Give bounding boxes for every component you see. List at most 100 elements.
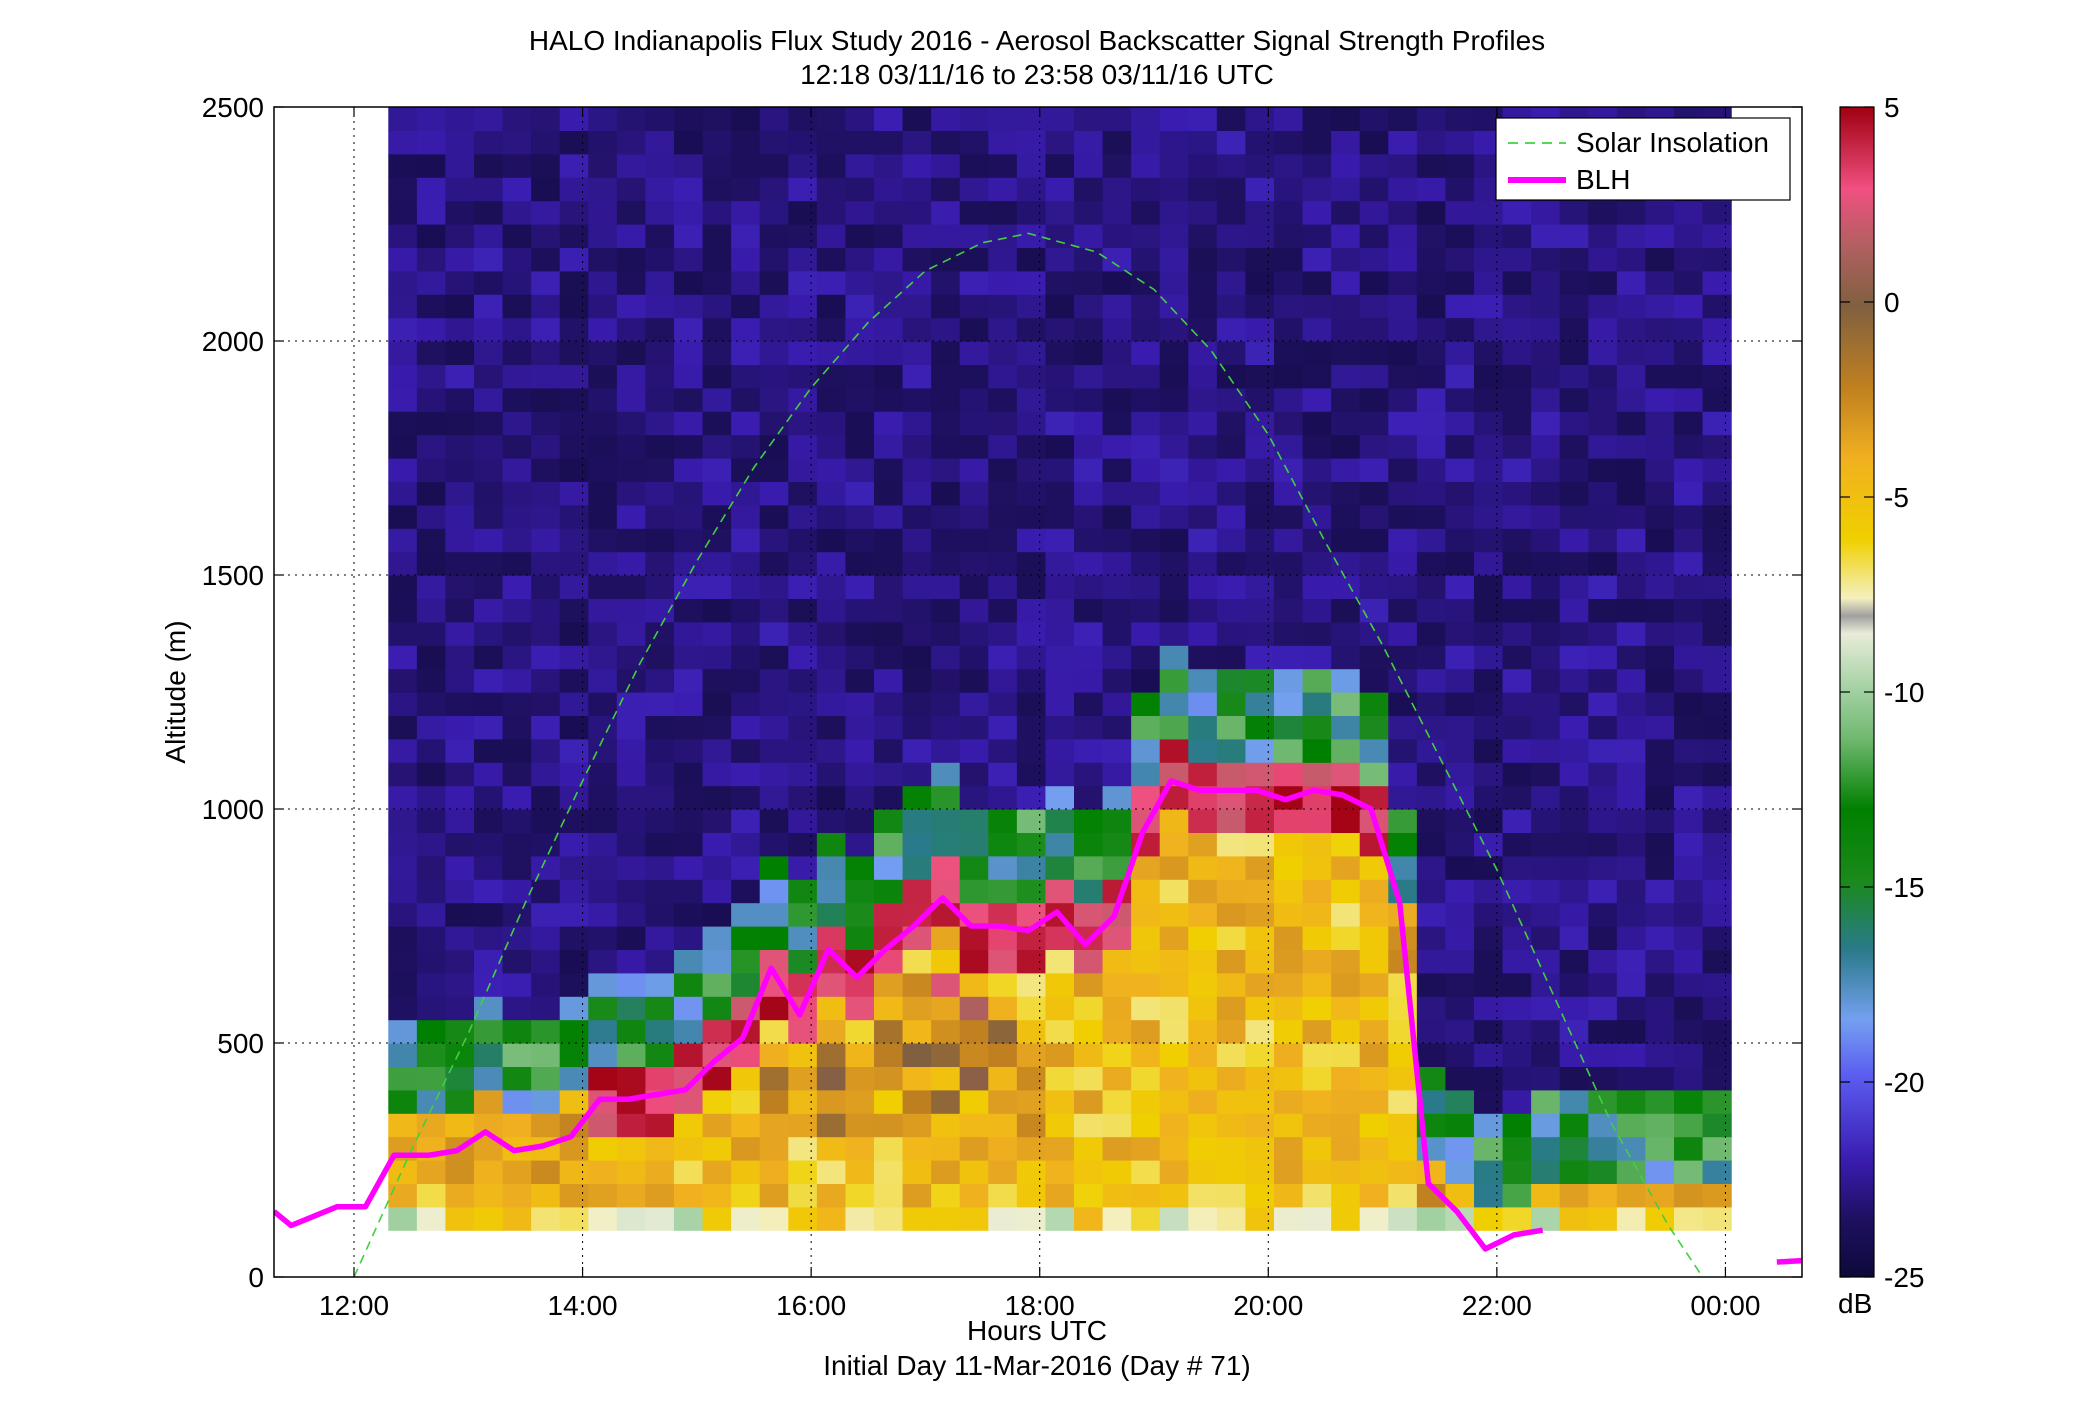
heatmap-cell — [959, 972, 989, 997]
heatmap-cell — [1416, 762, 1447, 787]
heatmap-cell — [674, 387, 704, 412]
heatmap-cell — [1616, 1206, 1647, 1231]
heatmap-cell — [1702, 224, 1732, 248]
heatmap-cell — [502, 1183, 532, 1208]
heatmap-cell — [1616, 972, 1647, 997]
heatmap-cell — [616, 341, 647, 365]
heatmap-cell — [816, 270, 847, 295]
heatmap-cell — [845, 481, 875, 506]
heatmap-cell — [1131, 1183, 1161, 1208]
heatmap-cell — [388, 364, 418, 389]
heatmap-cell — [1216, 247, 1247, 272]
heatmap-cell — [959, 341, 989, 365]
heatmap-cell — [1188, 481, 1218, 506]
heatmap-cell — [1331, 902, 1361, 927]
heatmap-cell — [1559, 972, 1589, 997]
heatmap-cell — [531, 1160, 561, 1184]
heatmap-cell — [1131, 1043, 1161, 1067]
heatmap-cell — [531, 528, 561, 553]
heatmap-cell — [1474, 387, 1504, 412]
heatmap-cell — [788, 949, 818, 974]
heatmap-cell — [1559, 1113, 1589, 1138]
heatmap-cell — [988, 411, 1018, 436]
heatmap-cell — [674, 1019, 704, 1044]
heatmap-cell — [616, 481, 647, 506]
heatmap-cell — [1188, 1043, 1218, 1067]
heatmap-cell — [1531, 1066, 1561, 1091]
heatmap-cell — [1474, 1043, 1504, 1067]
heatmap-cell — [1416, 575, 1447, 599]
blh-line — [1776, 1257, 1802, 1265]
heatmap-cell — [1216, 1043, 1247, 1067]
heatmap-cell — [1245, 832, 1275, 857]
heatmap-cell — [588, 785, 618, 810]
heatmap-cell — [1445, 902, 1475, 927]
heatmap-cell — [1359, 1019, 1389, 1044]
heatmap-cell — [1245, 972, 1275, 997]
heatmap-cell — [1359, 387, 1389, 412]
heatmap-cell — [1045, 434, 1075, 459]
heatmap-cell — [1388, 270, 1418, 295]
heatmap-cell — [1016, 972, 1047, 997]
heatmap-cell — [1331, 1089, 1361, 1114]
heatmap-cell — [1674, 668, 1704, 693]
heatmap-cell — [931, 1183, 961, 1208]
heatmap-cell — [1074, 738, 1104, 763]
heatmap-cell — [616, 200, 647, 225]
heatmap-cell — [759, 481, 789, 506]
heatmap-cell — [1274, 224, 1304, 248]
heatmap-cell — [702, 785, 732, 810]
heatmap-cell — [1588, 715, 1618, 740]
heatmap-cell — [988, 902, 1018, 927]
heatmap-cell — [1045, 107, 1075, 131]
heatmap-cell — [1388, 1089, 1418, 1114]
heatmap-cell — [931, 434, 961, 459]
heatmap-cell — [702, 481, 732, 506]
heatmap-cell — [988, 434, 1018, 459]
heatmap-cell — [559, 317, 589, 342]
heatmap-cell — [1531, 411, 1561, 436]
heatmap-cell — [1245, 364, 1275, 389]
heatmap-cell — [1359, 458, 1389, 482]
heatmap-cell — [816, 621, 847, 646]
heatmap-cell — [702, 434, 732, 459]
heatmap-cell — [845, 1089, 875, 1114]
heatmap-cell — [1359, 434, 1389, 459]
heatmap-cell — [702, 972, 732, 997]
heatmap-cell — [1359, 551, 1389, 576]
heatmap-cell — [874, 809, 904, 833]
y-tick-label: 2500 — [202, 92, 264, 123]
heatmap-cell — [1016, 692, 1047, 716]
heatmap-cell — [674, 200, 704, 225]
heatmap-cell — [902, 153, 932, 178]
heatmap-cell — [1216, 458, 1247, 482]
heatmap-cell — [1302, 317, 1332, 342]
heatmap-cell — [445, 107, 475, 131]
heatmap-cell — [474, 855, 504, 880]
heatmap-cell — [445, 715, 475, 740]
heatmap-cell — [1159, 387, 1189, 412]
heatmap-cell — [1245, 762, 1275, 787]
heatmap-cell — [645, 668, 675, 693]
heatmap-cell — [1188, 1136, 1218, 1161]
heatmap-cell — [502, 762, 532, 787]
heatmap-cell — [959, 621, 989, 646]
heatmap-cell — [1445, 598, 1475, 623]
heatmap-cell — [1302, 364, 1332, 389]
heatmap-cell — [1645, 996, 1675, 1021]
heatmap-cell — [845, 341, 875, 365]
heatmap-cell — [845, 107, 875, 131]
heatmap-cell — [1302, 434, 1332, 459]
heatmap-cell — [1474, 902, 1504, 927]
heatmap-cell — [1616, 762, 1647, 787]
heatmap-cell — [1645, 1136, 1675, 1161]
heatmap-cell — [1331, 575, 1361, 599]
heatmap-cell — [788, 458, 818, 482]
heatmap-cell — [702, 1019, 732, 1044]
heatmap-cell — [1645, 387, 1675, 412]
heatmap-cell — [474, 481, 504, 506]
heatmap-cell — [731, 458, 761, 482]
heatmap-cell — [1674, 598, 1704, 623]
heatmap-cell — [674, 341, 704, 365]
heatmap-cell — [1074, 1019, 1104, 1044]
